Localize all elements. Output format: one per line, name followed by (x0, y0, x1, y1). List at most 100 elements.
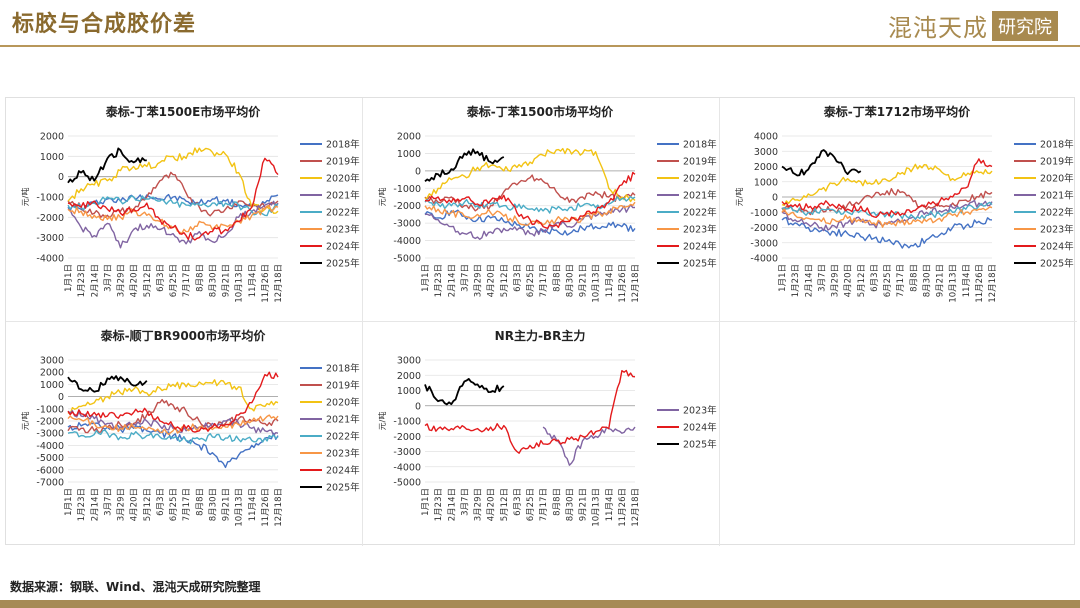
chart-svg-4: 泰标-顺丁BR9000市场平均价3000200010000-1000-2000-… (20, 328, 360, 527)
x-tick-label: 8月30日 (565, 488, 575, 521)
y-tick-label: 4000 (754, 132, 778, 143)
y-tick-label: -2000 (36, 417, 64, 428)
chart-title: 泰标-丁苯1500E市场平均价 (105, 104, 262, 119)
x-tick-label: 8月30日 (208, 264, 218, 297)
legend-label: 2024年 (683, 422, 717, 434)
x-tick-label: 1月23日 (77, 488, 87, 521)
y-tick-label: 1000 (397, 386, 421, 397)
y-tick-label: 1000 (40, 152, 64, 163)
x-tick-label: 1月1日 (778, 264, 788, 292)
y-tick-label: -7000 (36, 478, 64, 489)
legend-label: 2023年 (683, 224, 717, 236)
x-tick-label: 9月21日 (936, 264, 946, 297)
page-title: 标胶与合成胶价差 (12, 11, 197, 37)
legend-label: 2022年 (326, 431, 360, 443)
legend-label: 2019年 (326, 380, 360, 392)
x-tick-label: 6月25日 (526, 264, 536, 297)
series-line-2021-3 (67, 410, 279, 437)
x-tick-label: 11月26日 (261, 264, 271, 303)
x-tick-label: 2月14日 (447, 488, 457, 521)
series-line-2018-0 (781, 216, 993, 249)
x-tick-label: 1月1日 (64, 488, 74, 516)
x-tick-label: 12月18日 (631, 264, 641, 303)
x-tick-label: 8月8日 (195, 264, 205, 292)
y-tick-label: -2000 (393, 432, 421, 443)
y-tick-label: -5000 (393, 254, 421, 265)
y-tick-label: 2000 (397, 132, 421, 143)
x-tick-label: 4月20日 (487, 488, 497, 521)
y-tick-label: 2000 (40, 132, 64, 143)
x-tick-label: 3月7日 (460, 488, 470, 516)
x-tick-label: 6月3日 (156, 264, 166, 292)
legend-label: 2021年 (683, 190, 717, 202)
x-tick-label: 1月23日 (791, 264, 801, 297)
legend-label: 2023年 (326, 224, 360, 236)
chart-panel-4: 泰标-顺丁BR9000市场平均价 3000 2000 1000 0 -1000 -2000-… (6, 322, 363, 546)
x-tick-label: 2月14日 (447, 264, 457, 297)
legend-label: 2024年 (683, 241, 717, 253)
series-line-2024-6 (67, 371, 279, 433)
y-tick-label: -3000 (393, 447, 421, 458)
chart-svg-1: 泰标-丁苯1500E市场平均价 2000 1000 0 -1000 -2000 -3000 -… (20, 104, 360, 303)
x-tick-label: 5月12日 (143, 264, 153, 297)
legend-label: 2018年 (683, 139, 717, 151)
legend-label: 2022年 (326, 207, 360, 219)
y-tick-label: 1000 (397, 149, 421, 160)
x-tick-label: 12月18日 (988, 264, 998, 303)
x-tick-label: 5月12日 (500, 488, 510, 521)
legend-label: 2025年 (683, 258, 717, 270)
legend-label: 2019年 (1040, 156, 1074, 168)
legend-label: 2024年 (326, 241, 360, 253)
x-tick-label: 10月13日 (592, 264, 602, 303)
x-tick-label: 1月1日 (421, 488, 431, 516)
x-tick-label: 3月29日 (117, 488, 127, 521)
series-line-2024-6 (67, 157, 279, 241)
y-tick-label: -4000 (750, 254, 778, 265)
x-tick-label: 1月1日 (64, 264, 74, 292)
y-tick-label: -5000 (36, 453, 64, 464)
x-tick-label: 11月26日 (618, 488, 628, 527)
x-tick-label: 9月21日 (579, 488, 589, 521)
legend-label: 2023年 (1040, 224, 1074, 236)
series-line-2022-4 (781, 201, 993, 220)
legend-label: 2020年 (683, 173, 717, 185)
x-tick-label: 6月3日 (870, 264, 880, 292)
y-tick-label: 3000 (40, 356, 64, 367)
series-line-2023-0 (542, 426, 636, 466)
x-tick-label: 6月25日 (169, 488, 179, 521)
header-rule (0, 45, 1080, 47)
x-tick-label: 10月13日 (592, 488, 602, 527)
series-line-2020-2 (67, 147, 279, 214)
legend-label: 2022年 (683, 207, 717, 219)
chart-svg-2: 泰标-丁苯1500市场平均价 2000 1000 0 -1000 -2000 -3000 -4… (377, 104, 717, 303)
chart-panel-1: 泰标-丁苯1500E市场平均价 2000 1000 0 -1000 -2000 -3000 -… (6, 98, 363, 322)
y-tick-label: -1000 (36, 193, 64, 204)
series-line-2024-6 (781, 158, 993, 218)
x-tick-label: 6月25日 (526, 488, 536, 521)
y-tick-label: 2000 (397, 371, 421, 382)
charts-frame: 泰标-丁苯1500E市场平均价 2000 1000 0 -1000 -2000 -3000-… (5, 97, 1077, 546)
y-tick-label: 0 (772, 193, 778, 204)
legend-label: 2020年 (1040, 173, 1074, 185)
logo-box: 研究院 (992, 10, 1058, 41)
x-tick-label: 8月30日 (922, 264, 932, 297)
x-tick-label: 1月23日 (434, 488, 444, 521)
series-line-2019-1 (67, 171, 279, 219)
x-tick-label: 11月26日 (261, 488, 271, 527)
x-tick-label: 3月7日 (103, 264, 113, 292)
x-tick-label: 11月4日 (248, 488, 258, 521)
x-tick-label: 7月17日 (539, 488, 549, 521)
y-axis-label: 元/吨 (377, 188, 387, 207)
x-tick-label: 3月29日 (474, 264, 484, 297)
series-line-2025-2 (424, 378, 505, 406)
data-source: 数据来源：钢联、Wind、混沌天成研究院整理 (10, 580, 261, 594)
y-tick-label: -1000 (36, 404, 64, 415)
series-line-2022-4 (67, 429, 279, 445)
y-tick-label: 0 (58, 392, 64, 403)
x-tick-label: 8月8日 (195, 488, 205, 516)
x-tick-label: 11月4日 (962, 264, 972, 297)
y-tick-label: 2000 (40, 368, 64, 379)
logo-text: 混沌天成 (888, 14, 988, 42)
y-tick-label: -2000 (750, 223, 778, 234)
x-tick-label: 5月12日 (857, 264, 867, 297)
